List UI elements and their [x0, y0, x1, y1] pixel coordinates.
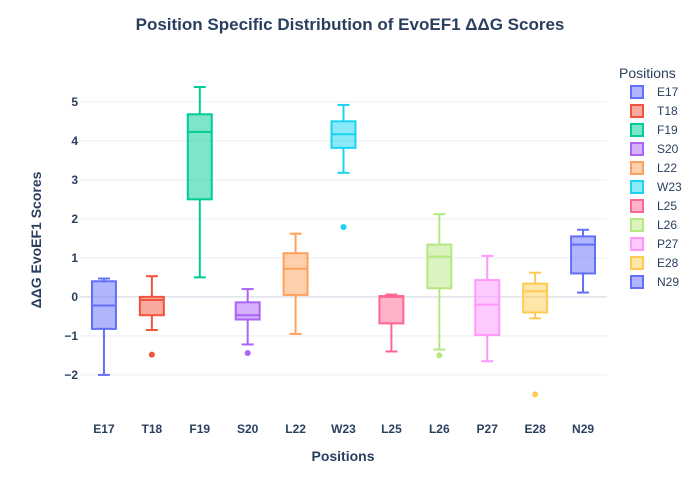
legend-swatch [630, 180, 644, 194]
legend-swatch [630, 275, 644, 289]
box-e28[interactable] [522, 271, 549, 398]
legend[interactable]: Positions E17 T18 F19 S20 L22 W23 L25 L26 P27 E28… [619, 65, 682, 289]
y-tick-label: 0 [71, 290, 78, 304]
chart-title: Position Specific Distribution of EvoEF1… [136, 15, 565, 34]
box-e17[interactable] [90, 277, 117, 376]
box-iqr [282, 252, 309, 296]
gridlines [80, 101, 607, 376]
box-iqr [234, 301, 261, 321]
x-tick-label: N29 [572, 422, 594, 436]
y-axis-title: ΔΔG EvoEF1 Scores [28, 171, 44, 308]
box-t18[interactable] [138, 275, 165, 358]
x-tick-label: S20 [237, 422, 259, 436]
legend-items[interactable]: E17 T18 F19 S20 L22 W23 L25 L26 P27 E28 N29 [630, 85, 682, 289]
legend-label: L26 [657, 218, 677, 232]
legend-label: E28 [657, 256, 679, 270]
x-tick-label: L25 [381, 422, 402, 436]
legend-swatch [630, 104, 644, 118]
legend-swatch [630, 123, 644, 137]
x-tick-label: L22 [285, 422, 306, 436]
legend-label: T18 [657, 104, 678, 118]
legend-item-p27[interactable]: P27 [630, 237, 679, 251]
boxes [90, 85, 597, 398]
x-tick-label: L26 [429, 422, 450, 436]
box-s20[interactable] [234, 288, 261, 357]
legend-label: F19 [657, 123, 678, 137]
box-iqr [570, 235, 597, 275]
y-axis-ticks: −2 −1 0 1 2 3 4 5 [64, 95, 78, 382]
box-iqr [426, 243, 453, 290]
x-tick-label: E28 [524, 422, 546, 436]
box-iqr [186, 113, 213, 201]
legend-label: N29 [657, 275, 679, 289]
legend-swatch [630, 199, 644, 213]
box-iqr [138, 295, 165, 317]
legend-swatch [630, 161, 644, 175]
box-p27[interactable] [474, 254, 501, 363]
x-tick-label: E17 [93, 422, 115, 436]
outlier-point [532, 391, 539, 398]
legend-label: W23 [657, 180, 682, 194]
box-f19[interactable] [186, 85, 213, 279]
y-tick-label: −1 [64, 329, 78, 343]
legend-label: S20 [657, 142, 679, 156]
box-l26[interactable] [426, 213, 453, 359]
legend-item-f19[interactable]: F19 [630, 123, 678, 137]
x-tick-label: T18 [142, 422, 163, 436]
y-tick-label: 2 [71, 212, 78, 226]
legend-item-e28[interactable]: E28 [630, 256, 679, 270]
legend-label: P27 [657, 237, 679, 251]
y-tick-label: 4 [71, 134, 78, 148]
box-l25[interactable] [378, 293, 405, 353]
y-tick-label: −2 [64, 368, 78, 382]
legend-item-l25[interactable]: L25 [630, 199, 677, 213]
box-n29[interactable] [570, 228, 597, 294]
legend-label: L25 [657, 199, 677, 213]
legend-swatch [630, 218, 644, 232]
x-tick-label: F19 [189, 422, 210, 436]
legend-label: E17 [657, 85, 679, 99]
legend-item-n29[interactable]: N29 [630, 275, 679, 289]
box-iqr [522, 282, 549, 314]
outlier-point [340, 224, 347, 231]
legend-item-l26[interactable]: L26 [630, 218, 677, 232]
x-tick-label: W23 [331, 422, 356, 436]
legend-swatch [630, 237, 644, 251]
legend-swatch [630, 85, 644, 99]
legend-swatch [630, 142, 644, 156]
legend-title: Positions [619, 65, 676, 81]
x-axis-title: Positions [311, 448, 374, 464]
legend-item-w23[interactable]: W23 [630, 180, 682, 194]
legend-label: L22 [657, 161, 677, 175]
x-axis-ticks: E17 T18 F19 S20 L22 W23 L25 L26 P27 E28 N29 [93, 422, 594, 436]
x-tick-label: P27 [477, 422, 499, 436]
legend-item-l22[interactable]: L22 [630, 161, 677, 175]
legend-item-s20[interactable]: S20 [630, 142, 679, 156]
y-tick-label: 1 [71, 251, 78, 265]
y-tick-label: 3 [71, 173, 78, 187]
box-iqr [474, 279, 501, 337]
outlier-point [436, 352, 443, 359]
outlier-point [244, 350, 251, 357]
legend-item-t18[interactable]: T18 [630, 104, 678, 118]
outlier-point [148, 351, 155, 358]
y-tick-label: 5 [71, 95, 78, 109]
box-l22[interactable] [282, 232, 309, 335]
legend-item-e17[interactable]: E17 [630, 85, 679, 99]
box-iqr [378, 295, 405, 325]
legend-swatch [630, 256, 644, 270]
box-w23[interactable] [330, 103, 357, 231]
